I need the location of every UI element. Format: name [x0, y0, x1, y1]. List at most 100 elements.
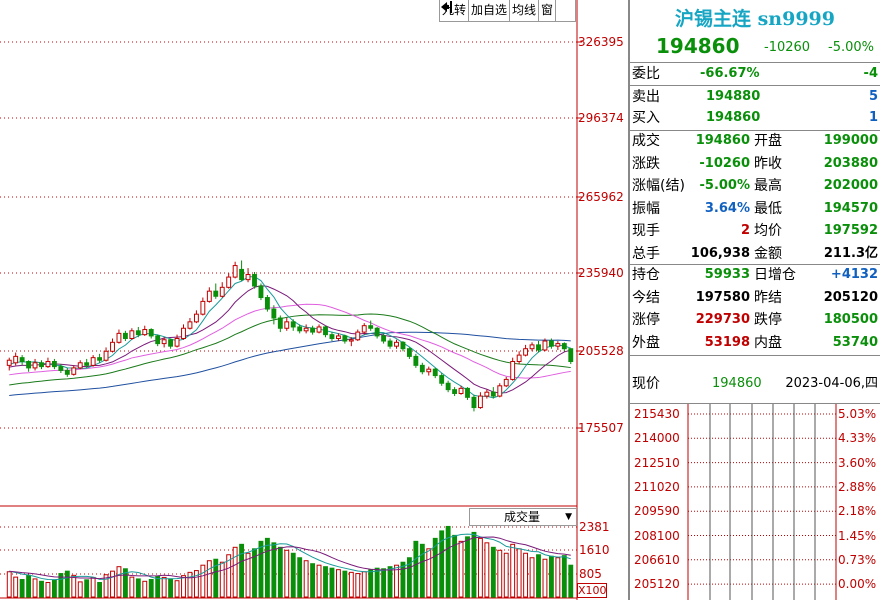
price-axis-label: 326395: [578, 35, 624, 49]
volume-axis-label: 1610: [579, 543, 610, 557]
candle-body: [568, 348, 574, 363]
candle-body: [122, 332, 128, 339]
timeline-price-label: 211020: [634, 479, 680, 494]
candle-body: [439, 375, 445, 384]
volume-bar: [19, 579, 25, 598]
volume-indicator-select[interactable]: 成交量 ▼: [469, 508, 577, 526]
chevron-down-icon: ▼: [565, 512, 572, 522]
volume-bar: [103, 574, 109, 598]
stat-row: 今结 197580 昨结 205120: [630, 287, 880, 309]
volume-bar: [568, 564, 574, 598]
volume-bar: [77, 581, 83, 598]
volume-bar: [90, 576, 96, 598]
volume-bar: [206, 560, 212, 598]
candle-body: [477, 395, 483, 409]
candle-body: [297, 326, 303, 332]
volume-bar: [458, 540, 464, 598]
volume-bar: [419, 543, 425, 598]
divider: [630, 355, 880, 356]
candle-body: [129, 330, 135, 339]
price-axis-label: 235940: [578, 266, 624, 280]
candle-body: [400, 341, 406, 350]
intraday-timeline-chart[interactable]: 215430 5.03% 214000 4.33% 212510 3.60% 211020 2…: [630, 404, 880, 600]
volume-bar: [135, 578, 141, 598]
candle-body: [213, 290, 219, 297]
candle-body: [26, 361, 32, 369]
volume-bar: [465, 536, 470, 598]
stat-value: 194570: [823, 200, 878, 216]
volume-bar: [258, 540, 264, 598]
volume-bar: [6, 571, 12, 598]
volume-bar: [58, 573, 64, 598]
toolbar-window-button[interactable]: 窗: [538, 0, 556, 22]
exit-arrow-icon[interactable]: [440, 0, 576, 22]
candle-body: [245, 274, 251, 281]
volume-bar: [348, 571, 354, 598]
stat-value: 202000: [823, 178, 878, 193]
volume-bar: [548, 555, 554, 598]
candle-body: [155, 335, 161, 345]
divider: [630, 85, 880, 86]
candle-body: [555, 343, 561, 347]
stat-row: 涨跌 -10260 昨收 203880: [630, 153, 880, 175]
volume-bar: [381, 568, 387, 598]
volume-bar: [490, 546, 496, 598]
volume-bar: [516, 548, 522, 598]
timeline-pct-label: 0.00%: [838, 577, 877, 592]
stat-label: 涨幅(结): [632, 178, 685, 194]
stat-row: 涨幅(结) -5.00% 最高 202000: [630, 175, 880, 197]
volume-bar: [284, 549, 290, 598]
candle-body: [19, 357, 25, 363]
volume-bar: [523, 552, 529, 598]
stat-row: 振幅 3.64% 最低 194570: [630, 198, 880, 220]
stat-label: 跌停: [754, 312, 782, 328]
ma-line-30: [9, 313, 571, 386]
candle-body: [135, 330, 141, 336]
stat-label: 金额: [754, 245, 782, 262]
toolbar-add-favorite-button[interactable]: 加自选: [468, 0, 510, 22]
candle-body: [413, 355, 419, 366]
stat-value: 106,938: [690, 245, 750, 261]
stat-value: 194860: [695, 133, 750, 148]
candle-body: [39, 362, 44, 368]
volume-bar: [561, 555, 567, 598]
volume-bar: [400, 561, 406, 598]
timeline-price-label: 209590: [634, 504, 680, 519]
candle-body: [510, 361, 516, 380]
stat-label: 最低: [754, 200, 782, 217]
volume-bar: [193, 570, 199, 598]
candle-body: [381, 335, 387, 342]
candle-body: [561, 343, 567, 350]
toolbar-moving-average-button[interactable]: 均线: [509, 0, 539, 22]
stat-label: 昨收: [754, 155, 782, 172]
candle-body: [77, 362, 83, 369]
candle-body: [284, 321, 290, 329]
candle-body: [432, 368, 438, 377]
kline-chart-canvas[interactable]: [0, 0, 628, 600]
candle-body: [335, 335, 341, 339]
candle-body: [206, 290, 212, 302]
volume-bar: [226, 554, 232, 598]
ma-line-20: [9, 303, 571, 379]
volume-bar: [471, 531, 477, 598]
chart-toolbar: 九转 加自选 均线 窗: [438, 0, 576, 22]
volume-bar: [271, 542, 277, 598]
candle-body: [142, 329, 148, 336]
candle-body: [252, 274, 257, 287]
candle-body: [542, 340, 548, 351]
stat-value: 205120: [823, 289, 878, 305]
stat-label: 振幅: [632, 200, 660, 217]
stat-value: 59933: [704, 267, 750, 282]
price-axis-label: 205528: [578, 344, 624, 358]
candle-body: [310, 327, 316, 333]
ma-line-60: [9, 331, 571, 396]
stat-value: -5.00%: [699, 178, 751, 193]
volume-bar: [510, 543, 516, 598]
volume-bar: [432, 537, 438, 598]
volume-bar: [51, 579, 57, 598]
stat-value: 180500: [823, 312, 878, 327]
kline-chart-area[interactable]: 九转 加自选 均线 窗 326395 296374 265962 235940 …: [0, 0, 628, 600]
volume-bar: [316, 564, 322, 598]
stat-label: 均价: [754, 223, 782, 239]
candle-body: [187, 321, 193, 329]
